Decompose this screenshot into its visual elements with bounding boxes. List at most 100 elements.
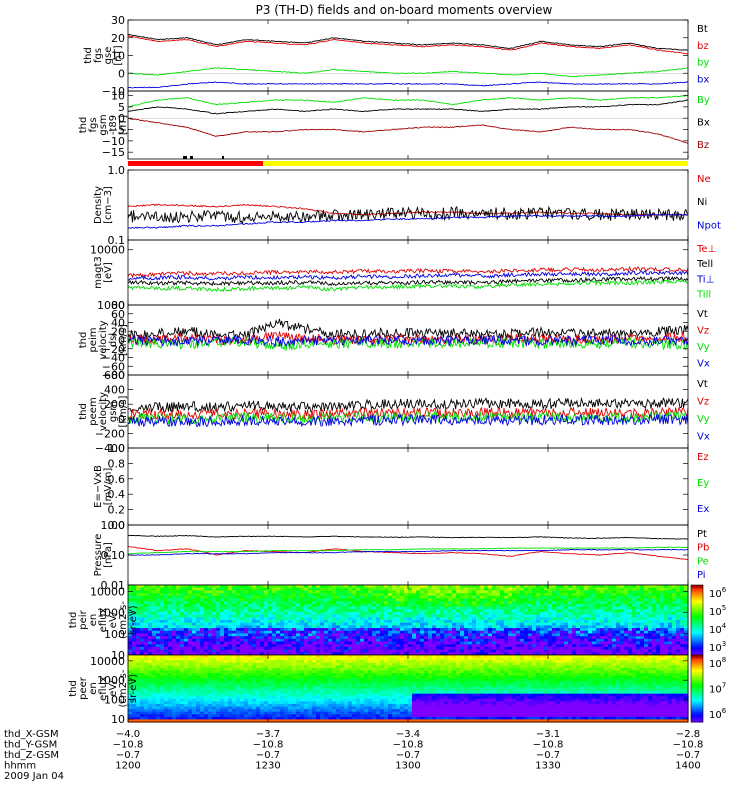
y-axis-label-line: thd [68,680,79,697]
y-axis-label-line: [km/s] [118,324,129,356]
series-line-p6-0 [127,396,689,414]
legend-entry: Pe [697,556,709,567]
y-axis-label-line: [nT] [118,115,129,135]
y-axis-label-line: thd [78,332,89,349]
x-row-value: −0.7 [536,750,560,761]
legend-entry: Vt [697,309,708,320]
legend-p5: Vt Vz Vy Vx [697,309,710,370]
y-axis-label-line: peim [88,327,99,352]
legend-entry: Ey [697,478,709,489]
x-row-label: thd_Z-GSM [4,750,59,761]
legend-entry: bx [697,75,709,86]
y-axis-label-p6: thd peem velocity gsm [km/s] [78,392,129,431]
y-axis-label-line: en [88,682,99,695]
legend-entry: Pi [697,570,706,581]
y-axis-label-p1: thd fgs gse [nT] [83,45,124,65]
y-tick-label: 60 [111,308,125,321]
series-line-p5-3 [127,333,689,348]
y-axis-label-line: peir [78,609,89,629]
y-tick-label: 200 [104,398,125,411]
y-axis-label-line: en [88,614,99,627]
y-tick-label: 600 [104,369,125,382]
legend-p3: Ne Ni Npot [697,174,721,231]
legend-entry: Bx [697,117,710,128]
legend-entry: By [697,95,710,106]
legend-entry: Till [696,289,711,300]
legend-entry: by [697,58,709,69]
y-axis-label-line: peer [78,676,89,700]
y-tick-label: 0.6 [108,473,126,486]
y-axis-label-line: sr-eV) [128,674,139,703]
legend-entry: Vy [697,342,710,353]
series-line-p1-0 [127,33,689,51]
y-axis-label-line: velocity [98,392,109,431]
legend-entry: Te⊥ [696,244,716,255]
colorbar-label: 108 [709,656,726,670]
y-tick-label: −400 [95,442,125,455]
series-line-p8-3 [127,548,689,556]
y-axis-label-line: gse [103,47,114,65]
legend-entry: Vx [697,431,710,442]
panel-frame [127,90,689,160]
legend-p2: By Bx Bz [697,95,710,151]
x-row-value: −10.8 [393,740,424,751]
series-line-p2-0 [127,94,689,108]
legend-entry: Vx [697,359,710,370]
legend-p4: Te⊥ Tell Ti⊥ Till [696,244,716,300]
colorbar-label: 107 [709,682,726,696]
legend-entry: Ez [697,452,709,463]
series-line-p4-2 [127,270,689,282]
legend-entry: Npot [697,220,721,231]
y-tick-label: 10000 [90,585,125,598]
x-row-value: −0.7 [676,750,700,761]
y-tick-label: 40 [111,317,125,330]
y-axis-label-line: gsm [98,114,109,135]
legend-entry: Ne [697,174,711,185]
x-row-value: −0.7 [256,750,280,761]
y-axis-label-line: eV/ [108,611,119,628]
legend-entry: Ex [697,504,709,515]
y-tick-label: 10 [111,50,125,63]
x-row-value: 1400 [675,761,700,772]
panel-frame [127,447,689,526]
series-line-p2-2 [128,117,689,144]
y-axis-label-line: fgs [88,117,99,132]
x-row-value: −10.8 [533,740,564,751]
y-tick-label: 10 [111,649,125,662]
x-row-value: −3.4 [396,729,420,740]
x-row-value: −10.8 [113,740,144,751]
x-row-value: 1200 [115,761,140,772]
series-line-p5-2 [127,336,689,351]
y-axis-label-p10: thd peer en eflux eV/(cm2-s-sr-eV) [68,669,139,707]
y-axis-label-line: -t89 [108,115,119,135]
series-line-p4-3 [127,279,689,293]
y-axis-label-line: eflux [98,676,109,701]
legend-p6: Vt Vz Vy Vx [697,379,710,442]
x-row-value: 1300 [395,761,420,772]
panel-p3: Ne Ni Npot 1.0 0.1 Density [cm−3] [93,164,721,247]
y-tick-label: 5 [118,101,125,114]
y-tick-label: 0 [118,112,125,125]
series-line-p8-2 [128,546,689,555]
x-row-label: thd_X-GSM [4,729,59,740]
x-row-value: 1230 [255,761,280,772]
y-tick-label: 0.0 [108,519,126,532]
x-row-value: −3.7 [256,729,280,740]
y-tick-label: 10 [111,90,125,103]
series-line-p1-1 [127,35,689,55]
x-row-value: −10.8 [253,740,284,751]
legend-entry: Vz [697,326,709,337]
series-line-p4-1 [127,275,689,287]
x-row-value: −2.8 [676,729,700,740]
panel-frame [127,169,689,241]
y-axis-label-line: [nPa] [103,542,114,568]
legend-entry: Vy [697,414,710,425]
y-axis-label-line: [eV] [103,262,114,283]
y-axis-label-line: eV/ [108,680,119,697]
series-line-p8-0 [127,534,689,540]
legend-entry: Pt [697,529,707,540]
y-tick-label: −20 [102,343,125,356]
y-axis-label-line: [mV/m] [103,468,114,506]
